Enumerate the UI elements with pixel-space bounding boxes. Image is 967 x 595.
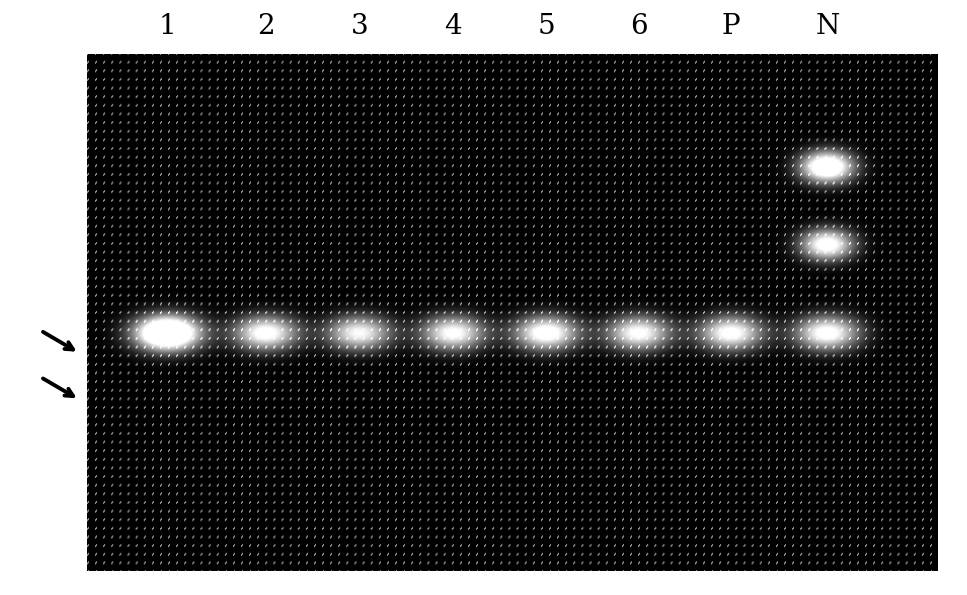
- Text: 2: 2: [257, 14, 275, 40]
- Text: 1: 1: [159, 14, 177, 40]
- Text: 4: 4: [444, 14, 462, 40]
- Text: 5: 5: [538, 14, 555, 40]
- Text: 3: 3: [350, 14, 368, 40]
- Text: 6: 6: [630, 14, 647, 40]
- Text: N: N: [815, 14, 839, 40]
- Text: P: P: [722, 14, 741, 40]
